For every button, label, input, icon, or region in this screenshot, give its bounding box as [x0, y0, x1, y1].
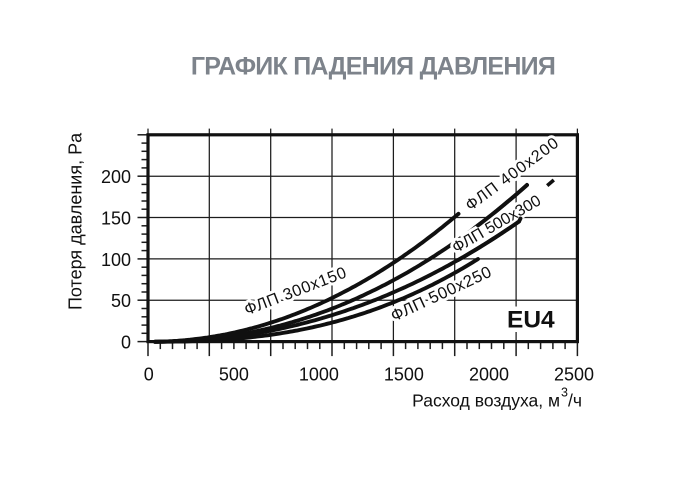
svg-text:0: 0 [121, 333, 131, 353]
svg-text:200: 200 [101, 167, 131, 187]
svg-text:1500: 1500 [384, 365, 424, 385]
svg-text:Потеря давления, Pa: Потеря давления, Pa [66, 132, 86, 310]
svg-text:3: 3 [561, 386, 568, 400]
svg-text:1000: 1000 [299, 365, 339, 385]
svg-text:150: 150 [101, 209, 131, 229]
svg-text:Расход воздуха, м: Расход воздуха, м [412, 391, 560, 411]
svg-text:ГРАФИК ПАДЕНИЯ ДАВЛЕНИЯ: ГРАФИК ПАДЕНИЯ ДАВЛЕНИЯ [191, 53, 555, 81]
svg-text:2500: 2500 [554, 365, 594, 385]
svg-text:/ч: /ч [568, 391, 582, 411]
svg-text:50: 50 [111, 291, 131, 311]
svg-text:2000: 2000 [469, 365, 509, 385]
svg-text:500: 500 [219, 365, 249, 385]
svg-text:EU4: EU4 [507, 307, 555, 334]
svg-text:100: 100 [101, 250, 131, 270]
svg-text:0: 0 [144, 365, 154, 385]
